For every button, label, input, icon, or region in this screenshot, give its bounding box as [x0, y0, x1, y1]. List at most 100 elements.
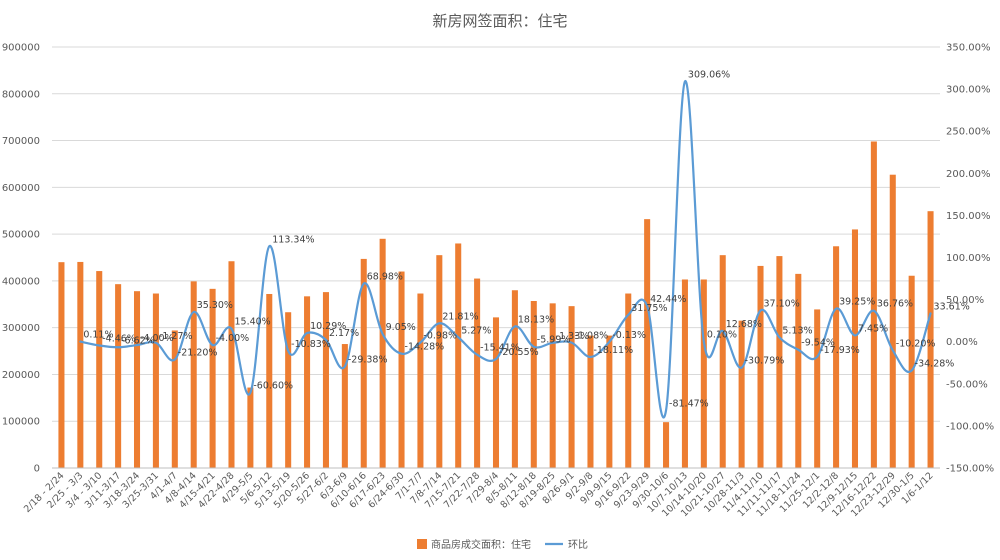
bar [927, 211, 934, 468]
line-data-label: -81.47% [669, 398, 709, 409]
left-tick-label: 200000 [2, 370, 40, 381]
line-data-label: -1.27% [159, 331, 193, 342]
line-data-label: 5.27% [461, 325, 491, 336]
bar [757, 265, 764, 468]
bar [77, 261, 84, 468]
bar [322, 292, 329, 468]
bar [681, 279, 688, 468]
bar [266, 293, 273, 468]
line-data-label: 36.76% [877, 299, 913, 310]
bar [606, 335, 613, 468]
line-data-label: 2.17% [329, 328, 359, 339]
right-tick-label: 150.00% [946, 211, 991, 222]
bar [436, 255, 443, 468]
gridlines [52, 46, 940, 422]
bar [190, 281, 197, 468]
bar [719, 255, 726, 468]
line-data-label: -1.33% [556, 331, 590, 342]
line-data-label: 9.05% [386, 322, 416, 333]
bar [795, 273, 802, 468]
line-data-label: -60.60% [253, 381, 293, 392]
left-tick-label: 0 [34, 464, 40, 475]
line-data-label: -0.98% [423, 331, 457, 342]
bar [247, 387, 254, 468]
x-axis: 2/18 - 2/242/25 - 3/33/4 - 3/103/11-3/17… [22, 467, 940, 519]
bar [568, 306, 575, 468]
bar [304, 296, 311, 468]
right-y-axis: -150.00% -100.00% -50.00% 0.00% 50.00% 100.00… [946, 43, 994, 475]
right-tick-label: 200.00% [946, 169, 991, 180]
line-data-label: -15.41% [480, 343, 520, 354]
bar [133, 291, 141, 468]
right-tick-label: 0.00% [946, 337, 978, 348]
line-data-label: -29.38% [348, 354, 388, 365]
line-data-label: 35.30% [197, 300, 233, 311]
line-data-label: 0.11% [83, 330, 113, 341]
bar [209, 288, 216, 468]
line-data-label: -10.20% [896, 338, 936, 349]
line-data-label: 12.68% [726, 319, 762, 330]
bar [889, 174, 896, 468]
bar [96, 271, 103, 468]
bar [228, 261, 235, 468]
right-tick-label: -100.00% [946, 421, 994, 432]
line-data-label: 33.61% [934, 301, 970, 312]
line-data-label: -17.93% [820, 345, 860, 356]
right-tick-label: 350.00% [946, 43, 991, 54]
line-data-label: -0.13% [612, 330, 646, 341]
line-series [79, 80, 932, 419]
line-data-label: -1.08% [575, 331, 609, 342]
bar [379, 238, 386, 468]
line-data-label: 31.75% [631, 303, 667, 314]
line-data-label: -6.62% [121, 335, 155, 346]
bar [58, 262, 65, 468]
line-data-label: 68.98% [367, 272, 403, 283]
line-data-label: 113.34% [272, 234, 314, 245]
bar [171, 330, 178, 468]
bar [870, 141, 877, 469]
bar [398, 271, 405, 468]
bar [115, 284, 122, 468]
bar [511, 290, 518, 468]
right-tick-label: -150.00% [946, 464, 994, 475]
line-data-label: -18.11% [593, 345, 633, 356]
left-tick-label: 300000 [2, 323, 40, 334]
legend: 商品房成交面积：住宅 环比 [417, 538, 588, 551]
bar [663, 422, 670, 468]
bar [851, 229, 859, 468]
line-data-label: 10.29% [310, 321, 346, 332]
bar [341, 344, 348, 468]
line-data-labels: 0.11%-4.46%-6.62%-4.00%-1.27%-21.20%35.3… [83, 69, 969, 409]
bar [814, 309, 821, 468]
legend-label-bar: 商品房成交面积：住宅 [431, 538, 531, 551]
line-data-label: -4.00% [140, 333, 174, 344]
chart-title: 新房网签面积：住宅 [432, 12, 567, 30]
bar [776, 256, 783, 468]
line-data-label: -34.28% [915, 359, 955, 370]
bar-series [58, 141, 934, 469]
line-data-label: -10.83% [291, 339, 331, 350]
right-tick-label: 50.00% [946, 295, 984, 306]
left-y-axis: 0 100000 200000 300000 400000 500000 600000 700… [2, 43, 40, 475]
line-data-label: 39.25% [839, 297, 875, 308]
bar [587, 335, 594, 468]
right-tick-label: 100.00% [946, 253, 991, 264]
bar [625, 293, 632, 468]
bar [700, 279, 707, 468]
right-tick-label: 300.00% [946, 85, 991, 96]
line-data-label: -20.55% [499, 347, 539, 358]
bar [833, 246, 840, 468]
bar [360, 258, 367, 468]
line-data-label: -14.28% [405, 342, 445, 353]
line-data-label: 21.81% [442, 311, 478, 322]
line-path [79, 80, 932, 419]
line-data-label: -30.79% [745, 356, 785, 367]
left-tick-label: 800000 [2, 89, 40, 100]
bar [644, 219, 651, 468]
line-data-label: 0.10% [707, 330, 737, 341]
bar [152, 293, 159, 468]
bar [455, 243, 462, 468]
bar [549, 303, 556, 468]
line-data-label: 309.06% [688, 69, 730, 80]
